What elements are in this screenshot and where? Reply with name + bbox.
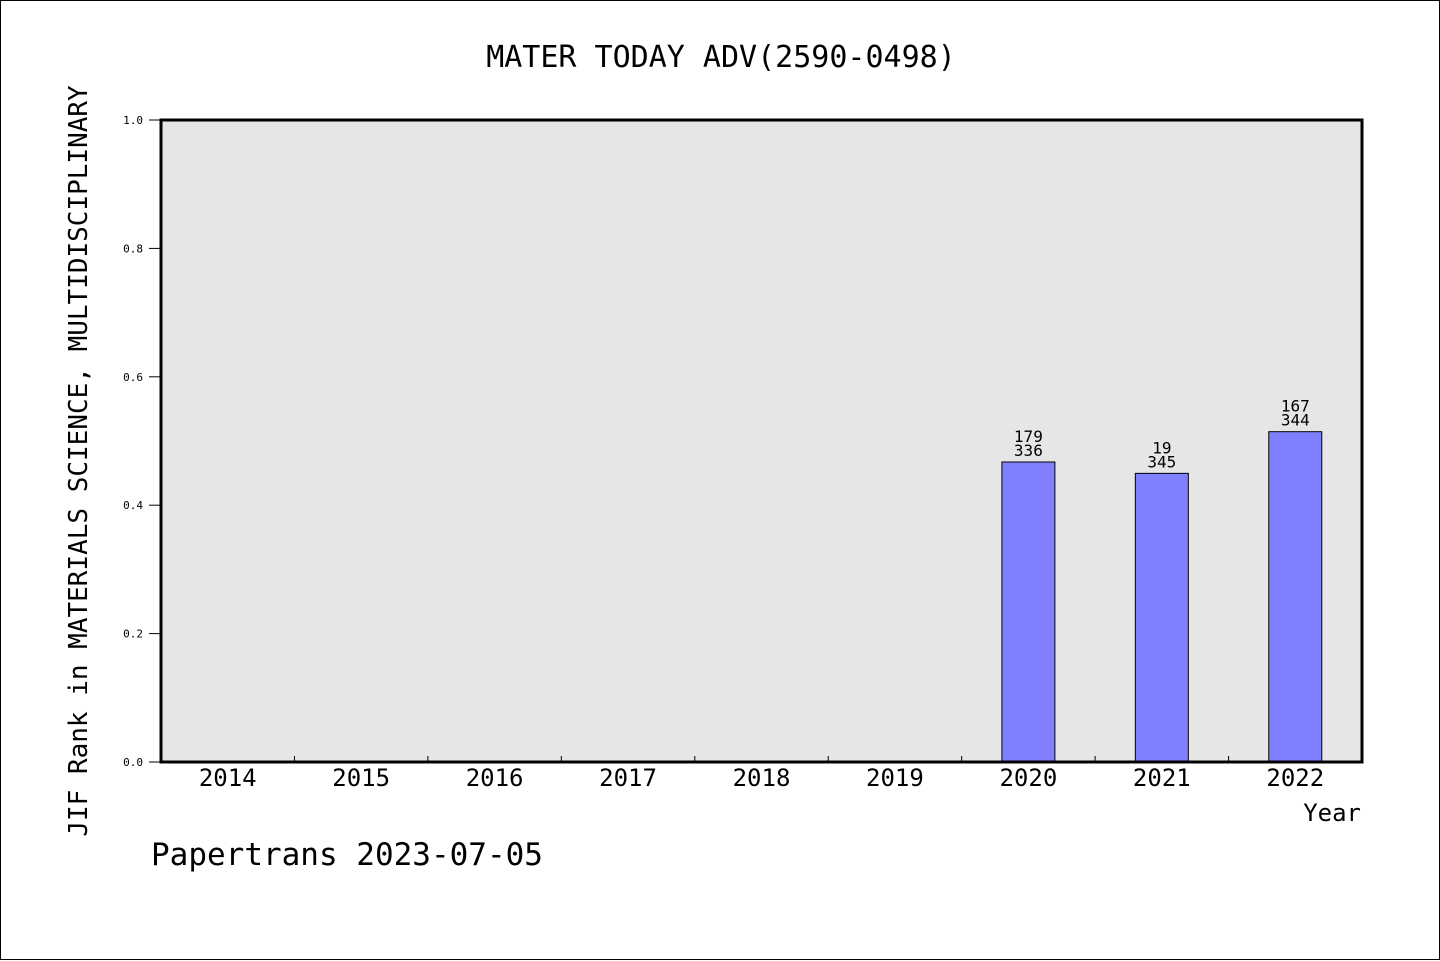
x-tick-label-2020: 2020 — [999, 764, 1057, 792]
x-tick-label-2019: 2019 — [866, 764, 924, 792]
y-tick-label-0.2: 0.2 — [123, 628, 143, 641]
data-label-rank-2021: 19 — [1152, 438, 1171, 457]
y-tick-label-0.0: 0.0 — [123, 756, 143, 769]
x-tick-label-2016: 2016 — [466, 764, 524, 792]
x-tick-label-2014: 2014 — [199, 764, 257, 792]
x-axis-label: Year — [1303, 799, 1361, 827]
data-label-total-2022: 344 — [1281, 411, 1310, 430]
footer-credit: Papertrans 2023-07-05 — [151, 837, 543, 873]
data-label-total-2020: 336 — [1014, 441, 1043, 460]
x-tick-label-2022: 2022 — [1266, 764, 1324, 792]
bar-2022 — [1268, 431, 1323, 763]
data-label-rank-2022: 167 — [1281, 397, 1310, 416]
y-tick-label-0.8: 0.8 — [123, 242, 143, 255]
x-tick-label-2021: 2021 — [1133, 764, 1191, 792]
x-tick-label-2017: 2017 — [599, 764, 657, 792]
bar-2021 — [1134, 472, 1189, 763]
plot-frame — [159, 118, 1364, 764]
x-tick-label-2018: 2018 — [733, 764, 791, 792]
data-label-total-2021: 345 — [1147, 452, 1176, 471]
y-tick-label-0.4: 0.4 — [123, 499, 143, 512]
x-tick-label-2015: 2015 — [332, 764, 390, 792]
chart-title: MATER TODAY ADV(2590-0498) — [486, 40, 956, 75]
y-tick-label-0.6: 0.6 — [123, 371, 143, 384]
y-tick-label-1.0: 1.0 — [123, 114, 143, 127]
data-label-rank-2020: 179 — [1014, 427, 1043, 446]
y-axis-label: JIF Rank in MATERIALS SCIENCE, MULTIDISC… — [64, 85, 94, 837]
bar-2020 — [1001, 461, 1056, 763]
